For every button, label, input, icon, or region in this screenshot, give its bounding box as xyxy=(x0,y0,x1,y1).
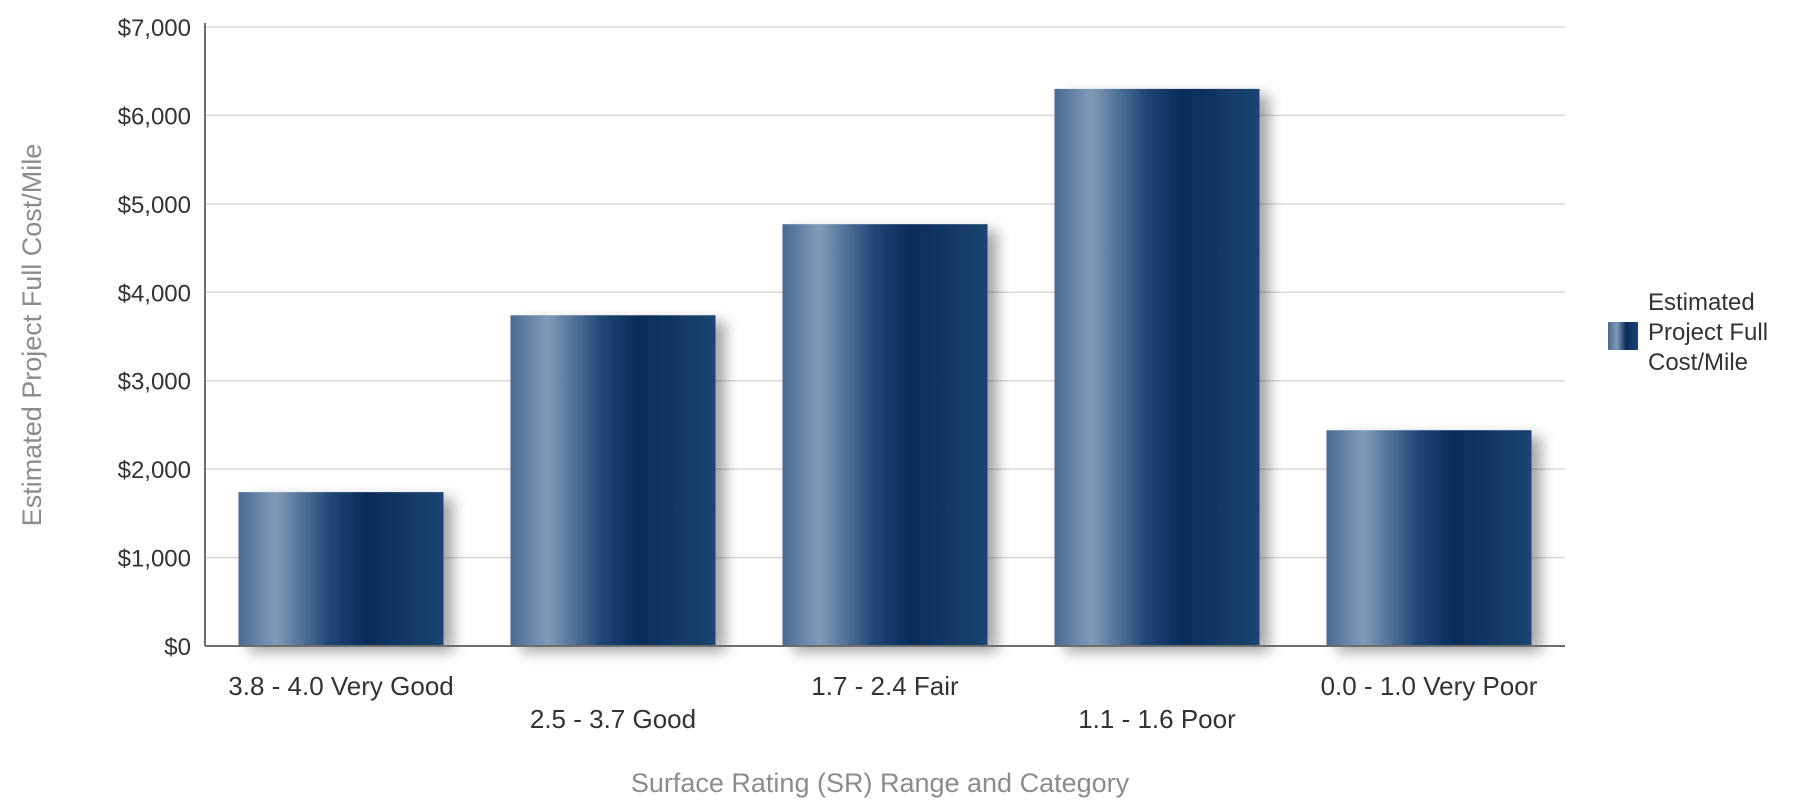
y-tick-label: $0 xyxy=(164,634,191,661)
x-tick-label: 1.1 - 1.6 Poor xyxy=(1078,704,1236,734)
x-tick-label: 2.5 - 3.7 Good xyxy=(530,704,696,734)
y-tick-label: $7,000 xyxy=(118,15,191,42)
y-tick-label: $6,000 xyxy=(118,103,191,130)
legend-label: Estimated Project Full Cost/Mile xyxy=(1648,289,1768,376)
y-tick-label: $2,000 xyxy=(118,457,191,484)
x-tick-label: 1.7 - 2.4 Fair xyxy=(811,671,959,701)
y-axis-title: Estimated Project Full Cost/Mile xyxy=(17,144,47,527)
legend-swatch xyxy=(1608,322,1638,350)
legend: Estimated Project Full Cost/Mile xyxy=(1608,289,1768,376)
bar xyxy=(782,224,988,646)
bar xyxy=(1054,88,1260,646)
y-tick-label: $4,000 xyxy=(118,280,191,307)
bar xyxy=(238,492,444,646)
y-tick-label: $5,000 xyxy=(118,192,191,219)
y-tick-label: $3,000 xyxy=(118,369,191,396)
bar xyxy=(1326,430,1532,646)
x-tick-label: 3.8 - 4.0 Very Good xyxy=(228,671,453,701)
axes: $0 $1,000 $2,000 $3,000 $4,000 $5,000 $6,000 $7… xyxy=(118,15,1565,734)
bars xyxy=(238,88,1532,646)
y-tick-label: $1,000 xyxy=(118,546,191,573)
x-axis-title: Surface Rating (SR) Range and Category xyxy=(631,768,1130,798)
x-tick-label: 0.0 - 1.0 Very Poor xyxy=(1321,671,1538,701)
bar xyxy=(510,315,716,646)
